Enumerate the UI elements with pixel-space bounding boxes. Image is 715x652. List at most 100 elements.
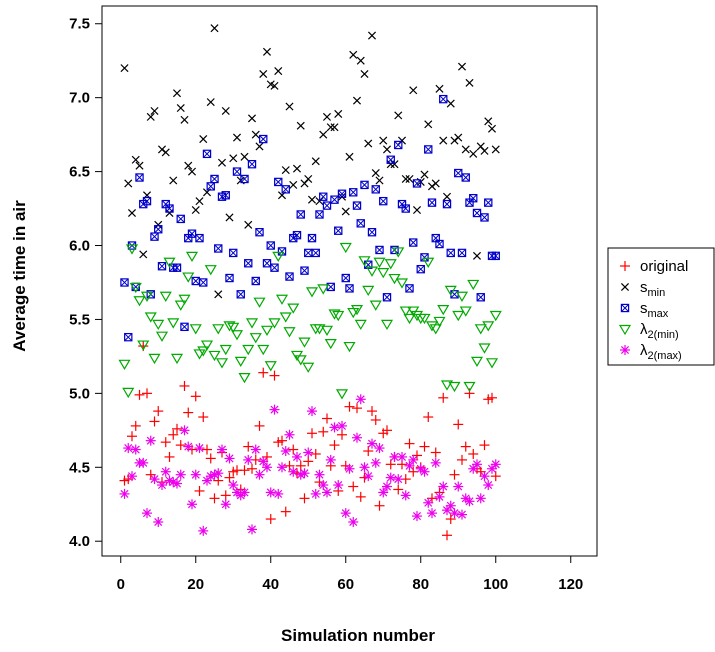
- data-point: [242, 344, 255, 356]
- data-point: [334, 226, 343, 235]
- data-point: [200, 340, 214, 351]
- data-point: [219, 344, 232, 356]
- data-point: [352, 96, 362, 105]
- data-point: [273, 488, 284, 499]
- data-point: [484, 117, 493, 126]
- data-point: [249, 333, 262, 344]
- data-point: [149, 474, 160, 485]
- data-point: [270, 263, 279, 272]
- data-point: [469, 149, 478, 158]
- data-point: [369, 300, 382, 311]
- data-point: [289, 180, 298, 189]
- data-point: [175, 469, 186, 480]
- data-point: [281, 185, 290, 194]
- data-point: [146, 112, 155, 121]
- data-point: [464, 496, 475, 507]
- data-point: [375, 176, 384, 185]
- data-point: [400, 490, 411, 501]
- y-tick-label: 4.0: [69, 533, 90, 550]
- data-point: [135, 161, 144, 170]
- series-s-min: [120, 24, 500, 299]
- data-point: [225, 273, 234, 283]
- data-point: [470, 356, 484, 368]
- data-point: [472, 208, 482, 218]
- data-point: [250, 444, 261, 455]
- data-point: [364, 139, 373, 148]
- data-point: [180, 115, 189, 124]
- data-point: [160, 437, 171, 448]
- data-point: [167, 318, 180, 329]
- data-point: [487, 392, 497, 403]
- data-point: [257, 344, 270, 356]
- data-point: [254, 469, 265, 480]
- data-point: [340, 508, 351, 519]
- data-point: [355, 394, 366, 405]
- data-point: [244, 259, 253, 268]
- legend-box: [607, 247, 715, 366]
- data-point: [457, 509, 467, 520]
- data-point: [142, 388, 152, 399]
- data-point: [359, 462, 370, 473]
- data-point: [445, 500, 456, 511]
- data-point: [131, 155, 140, 164]
- data-point: [422, 257, 435, 268]
- series-lambda-2-min-: [118, 242, 502, 400]
- data-point: [354, 319, 367, 331]
- series-lambda-2-max-: [119, 394, 501, 536]
- data-point: [412, 511, 422, 522]
- data-point: [322, 487, 332, 498]
- data-point: [453, 481, 464, 492]
- data-point: [480, 146, 489, 155]
- data-point: [265, 514, 276, 525]
- data-point: [239, 487, 250, 498]
- data-point: [284, 460, 295, 471]
- data-point: [434, 491, 445, 502]
- data-point: [224, 472, 235, 483]
- data-point: [148, 353, 161, 365]
- data-point: [190, 469, 201, 480]
- data-point: [213, 468, 224, 479]
- data-point: [424, 120, 433, 129]
- data-point: [440, 380, 454, 391]
- data-point: [194, 443, 205, 454]
- data-point: [214, 290, 223, 299]
- data-point: [410, 310, 424, 322]
- data-point: [373, 257, 386, 268]
- data-point: [299, 493, 310, 504]
- data-point: [431, 179, 440, 188]
- data-point: [341, 273, 350, 283]
- legend-label: original: [640, 258, 688, 275]
- data-point: [288, 444, 299, 455]
- data-point: [382, 293, 392, 302]
- data-point: [485, 358, 499, 369]
- data-point: [352, 201, 362, 210]
- data-point: [438, 481, 449, 492]
- data-point: [375, 245, 384, 255]
- data-point: [294, 355, 307, 366]
- data-point: [307, 195, 317, 204]
- data-point: [255, 228, 264, 237]
- data-point: [465, 78, 474, 87]
- data-point: [371, 169, 380, 178]
- data-point: [319, 130, 328, 139]
- data-point: [202, 149, 212, 159]
- data-point: [394, 111, 403, 120]
- data-point: [209, 493, 220, 504]
- data-point: [356, 219, 365, 228]
- data-point: [439, 136, 448, 145]
- data-point: [220, 490, 231, 501]
- data-point: [367, 406, 377, 417]
- x-tick-label: 20: [187, 576, 204, 593]
- data-point: [134, 389, 145, 400]
- data-point: [159, 291, 172, 302]
- data-point: [345, 152, 354, 161]
- data-point: [438, 392, 449, 403]
- data-point: [322, 112, 332, 121]
- data-point: [236, 290, 245, 299]
- data-point: [419, 441, 430, 452]
- data-point: [129, 282, 142, 294]
- x-axis-label: Simulation number: [281, 626, 435, 645]
- data-point: [168, 429, 179, 440]
- data-point: [405, 174, 414, 184]
- data-point: [461, 145, 470, 154]
